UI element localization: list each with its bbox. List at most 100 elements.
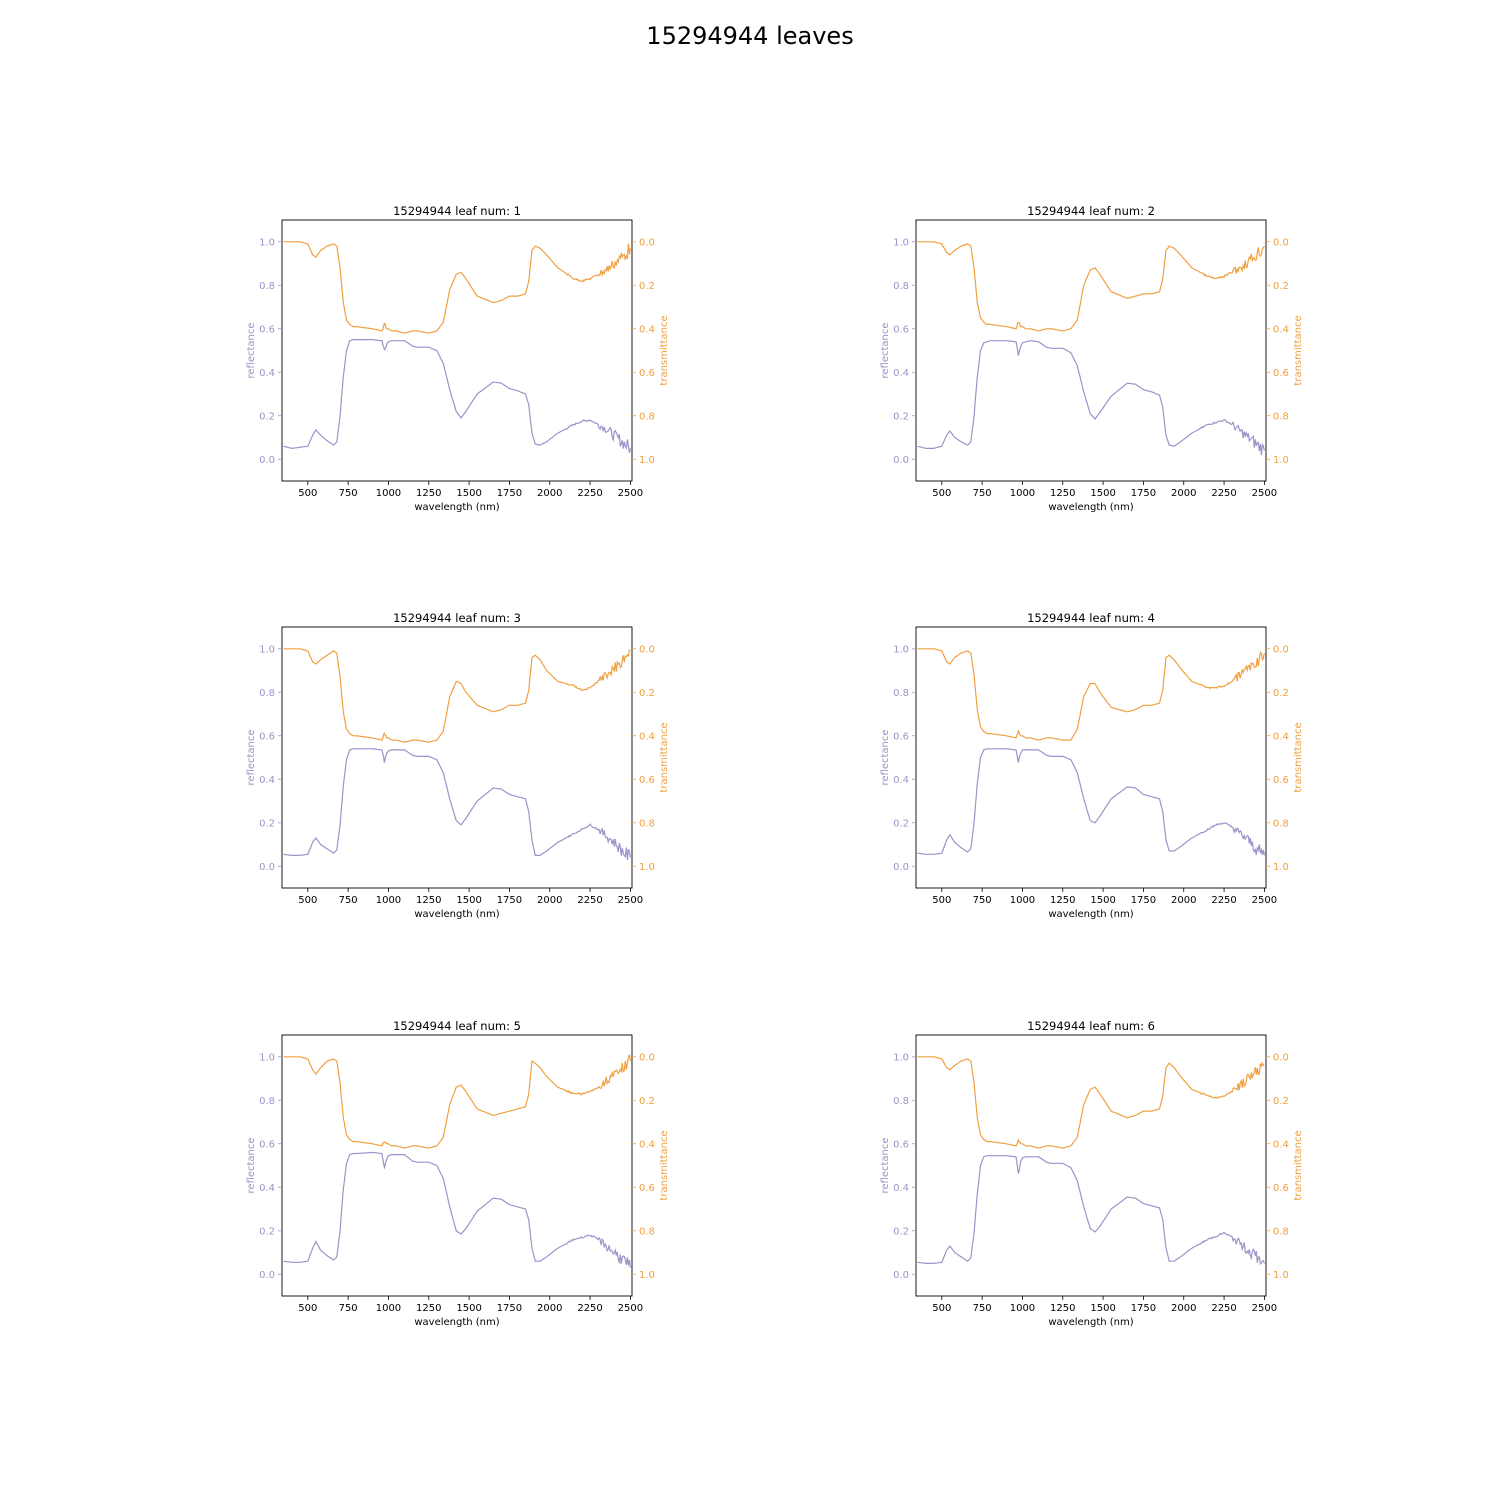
y-tick-label: 0.4 bbox=[259, 1183, 275, 1194]
y2-tick-label: 1.0 bbox=[639, 862, 655, 873]
y2-axis-label: transmittance bbox=[659, 1130, 670, 1200]
x-tick-label: 2500 bbox=[618, 1303, 643, 1314]
y2-tick-label: 0.6 bbox=[639, 1183, 655, 1194]
y2-tick-label: 1.0 bbox=[1273, 455, 1289, 466]
subplot-title: 15294944 leaf num: 1 bbox=[393, 204, 521, 218]
subplot-title: 15294944 leaf num: 5 bbox=[393, 1019, 521, 1033]
y-tick-label: 1.0 bbox=[259, 1052, 275, 1063]
x-tick-label: 1250 bbox=[416, 1303, 441, 1314]
y2-axis-label: transmittance bbox=[659, 722, 670, 792]
y2-tick-label: 0.0 bbox=[1273, 1052, 1289, 1063]
y-tick-label: 0.4 bbox=[259, 775, 275, 786]
x-tick-label: 1500 bbox=[1090, 895, 1115, 906]
subplot-4: 15294944 leaf num: 4 500 750 1000 1250 1500 17… bbox=[880, 611, 1304, 920]
y2-tick-label: 0.8 bbox=[639, 1226, 655, 1237]
x-tick-label: 1750 bbox=[1131, 1303, 1156, 1314]
x-tick-label: 500 bbox=[298, 895, 317, 906]
y2-tick-label: 0.0 bbox=[1273, 644, 1289, 655]
y-tick-label: 0.6 bbox=[893, 324, 909, 335]
x-tick-label: 2250 bbox=[1211, 488, 1236, 499]
x-tick-label: 1000 bbox=[1010, 895, 1035, 906]
reflectance-line bbox=[283, 748, 631, 861]
y-axis-label: reflectance bbox=[246, 1137, 257, 1193]
transmittance-line bbox=[283, 648, 631, 743]
y2-tick-label: 0.4 bbox=[1273, 324, 1289, 335]
x-tick-label: 2500 bbox=[1252, 488, 1277, 499]
y-tick-label: 1.0 bbox=[893, 644, 909, 655]
x-tick-label: 2250 bbox=[577, 488, 602, 499]
axes-frame bbox=[281, 626, 633, 889]
y-tick-label: 0.0 bbox=[259, 1270, 275, 1281]
transmittance-line bbox=[917, 648, 1265, 741]
y2-tick-label: 0.4 bbox=[639, 324, 655, 335]
transmittance-line bbox=[283, 241, 631, 334]
y2-tick-label: 1.0 bbox=[639, 455, 655, 466]
x-axis-label: wavelength (nm) bbox=[414, 1317, 499, 1328]
x-tick-label: 2000 bbox=[537, 895, 562, 906]
x-tick-label: 1250 bbox=[1050, 1303, 1075, 1314]
x-tick-label: 2000 bbox=[537, 488, 562, 499]
y2-tick-label: 0.6 bbox=[639, 368, 655, 379]
y-tick-label: 0.4 bbox=[893, 368, 909, 379]
reflectance-line bbox=[283, 339, 631, 454]
x-axis-label: wavelength (nm) bbox=[1048, 909, 1133, 920]
y-axis-label: reflectance bbox=[246, 322, 257, 378]
x-tick-label: 500 bbox=[932, 895, 951, 906]
axes-frame bbox=[281, 1034, 633, 1297]
x-tick-label: 750 bbox=[339, 1303, 358, 1314]
subplot-2: 15294944 leaf num: 2 500 750 1000 1250 1500 17… bbox=[880, 204, 1304, 513]
x-axis-label: wavelength (nm) bbox=[414, 502, 499, 513]
x-tick-label: 1500 bbox=[1090, 1303, 1115, 1314]
x-tick-label: 1000 bbox=[1010, 1303, 1035, 1314]
x-axis-label: wavelength (nm) bbox=[414, 909, 499, 920]
y-tick-label: 0.6 bbox=[893, 1139, 909, 1150]
y2-tick-label: 0.8 bbox=[1273, 411, 1289, 422]
x-tick-label: 2000 bbox=[1171, 1303, 1196, 1314]
y-tick-label: 0.0 bbox=[893, 455, 909, 466]
y-tick-label: 1.0 bbox=[259, 644, 275, 655]
x-tick-label: 1750 bbox=[497, 1303, 522, 1314]
subplot-title: 15294944 leaf num: 6 bbox=[1027, 1019, 1155, 1033]
y-tick-label: 1.0 bbox=[893, 237, 909, 248]
x-tick-label: 1500 bbox=[1090, 488, 1115, 499]
x-tick-label: 1250 bbox=[416, 895, 441, 906]
y2-tick-label: 0.4 bbox=[639, 1139, 655, 1150]
x-tick-label: 750 bbox=[339, 895, 358, 906]
x-tick-label: 1250 bbox=[1050, 895, 1075, 906]
axes-frame bbox=[915, 1034, 1267, 1297]
y-axis-label: reflectance bbox=[880, 1137, 891, 1193]
y-tick-label: 0.6 bbox=[259, 731, 275, 742]
y2-tick-label: 0.8 bbox=[639, 818, 655, 829]
x-tick-label: 750 bbox=[973, 895, 992, 906]
y-tick-label: 0.4 bbox=[893, 1183, 909, 1194]
y2-tick-label: 0.0 bbox=[639, 644, 655, 655]
x-tick-label: 500 bbox=[298, 488, 317, 499]
reflectance-line bbox=[917, 748, 1265, 856]
x-tick-label: 500 bbox=[298, 1303, 317, 1314]
x-tick-label: 1750 bbox=[497, 895, 522, 906]
transmittance-line bbox=[917, 241, 1265, 332]
y-tick-label: 0.6 bbox=[259, 324, 275, 335]
y2-tick-label: 0.4 bbox=[1273, 1139, 1289, 1150]
transmittance-line bbox=[917, 1056, 1265, 1149]
x-tick-label: 2000 bbox=[1171, 895, 1196, 906]
y2-tick-label: 0.2 bbox=[639, 281, 655, 292]
x-tick-label: 1500 bbox=[456, 1303, 481, 1314]
x-tick-label: 500 bbox=[932, 488, 951, 499]
x-tick-label: 2500 bbox=[1252, 895, 1277, 906]
y-tick-label: 1.0 bbox=[893, 1052, 909, 1063]
y-tick-label: 0.0 bbox=[893, 1270, 909, 1281]
y-tick-label: 0.8 bbox=[893, 688, 909, 699]
reflectance-line bbox=[283, 1151, 631, 1268]
x-tick-label: 1250 bbox=[416, 488, 441, 499]
y-tick-label: 0.2 bbox=[893, 818, 909, 829]
y-axis-label: reflectance bbox=[880, 729, 891, 785]
subplot-5: 15294944 leaf num: 5 500 750 1000 1250 1500 17… bbox=[246, 1019, 670, 1328]
axes-frame bbox=[915, 219, 1267, 482]
y2-tick-label: 0.2 bbox=[639, 1096, 655, 1107]
y-tick-label: 0.0 bbox=[893, 862, 909, 873]
x-tick-label: 1000 bbox=[376, 488, 401, 499]
y-tick-label: 0.2 bbox=[893, 411, 909, 422]
